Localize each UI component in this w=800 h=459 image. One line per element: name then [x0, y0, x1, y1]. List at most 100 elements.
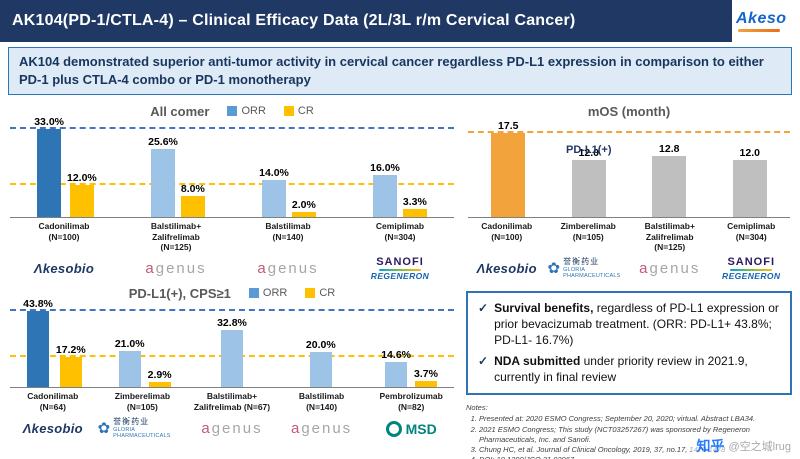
logo-cell: ✿ 誉衡药业 GLORIA PHARMACEUTICALS: [98, 415, 188, 443]
cr-bar: [180, 196, 205, 218]
category-labels: Cadonilimab (N=100) Zimberelimab (N=105) B…: [466, 221, 792, 252]
bar-column: 8.0%: [180, 183, 205, 218]
bar-value-label: 14.0%: [259, 167, 289, 180]
orr-bar: [262, 180, 286, 218]
key-point-rest: regardless of PD-L1 expression or prior …: [494, 301, 779, 347]
category-label: Balstilimab (N=140): [298, 391, 345, 412]
summary-and-notes: ✓ Survival benefits, regardless of PD-L1…: [466, 281, 792, 459]
cr-bar: [291, 212, 316, 218]
bar-value-label: 2.9%: [147, 369, 172, 382]
logo-cell: ✿ 誉衡药业 GLORIA PHARMACEUTICALS: [548, 255, 630, 283]
bar-value-label: 20.0%: [305, 339, 336, 352]
notes-list: Presented at: 2020 ESMO Congress; Septem…: [466, 414, 792, 459]
notes-section: Notes: Presented at: 2020 ESMO Congress;…: [466, 403, 792, 459]
chart-title: mOS (month): [587, 103, 671, 119]
key-point-rest: under priority review in 2021.9, current…: [494, 354, 748, 384]
logo-row: Λkesobio ✿ 誉衡药业 GLORIA PHARMACEUTICALS agenu…: [466, 255, 792, 283]
legend-swatch: [248, 288, 259, 299]
msd-ring-icon: [385, 420, 402, 437]
bar-group: 43.8% 17.2%: [10, 298, 99, 388]
logo-cell: Λkesobio: [8, 255, 120, 283]
regeneron-arc-icon: [378, 269, 421, 272]
key-point-bold: NDA submitted: [494, 354, 581, 369]
key-point: ✓ Survival benefits, regardless of PD-L1…: [478, 301, 780, 348]
bar-column: 2.0%: [291, 199, 316, 218]
agenus-logo: agenus: [290, 420, 353, 438]
gloria-pharma-logo: ✿ 誉衡药业 GLORIA PHARMACEUTICALS: [547, 257, 621, 280]
notes-title: Notes:: [466, 403, 488, 413]
orr-bar: [118, 350, 141, 388]
bar-group: 14.6% 3.7%: [365, 349, 454, 388]
category-label: Balstilimab (N=140): [265, 221, 311, 242]
category-label: Zimberelimab (N=105): [114, 391, 171, 412]
cr-bar: [69, 185, 94, 218]
bar-value-label: 17.2%: [55, 344, 86, 357]
bar-group: 21.0% 2.9%: [99, 338, 188, 388]
category-label: Balstilimab+ Zalifrelimab (N=67): [193, 391, 271, 412]
mos-bar: [491, 133, 526, 218]
watermark: 知乎 @空之城lrug: [691, 435, 796, 457]
bar-column: 20.0%: [305, 339, 336, 388]
regeneron-arc-icon: [730, 269, 773, 272]
bar-column: 12.0: [571, 146, 606, 218]
bar-value-label: 12.0: [578, 146, 599, 159]
msd-logo: MSD: [385, 420, 437, 437]
watermark-handle: @空之城lrug: [728, 441, 791, 453]
category-label: Zimberelimab (N=105): [560, 221, 616, 242]
reference-line: [468, 131, 790, 134]
bar-group: 32.8%: [188, 317, 277, 388]
cr-bar: [59, 357, 82, 388]
note-item: Presented at: 2020 ESMO Congress; Septem…: [479, 414, 792, 424]
orr-bar: [220, 329, 243, 388]
bar-value-label: 14.6%: [381, 348, 411, 361]
logo-cell: SANOFI REGENERON: [711, 255, 793, 283]
annotation-label: PD-L1(+): [565, 144, 612, 157]
category-label: Balstilimab+ Zalifrelimab (N=125): [150, 221, 202, 252]
reference-line: [10, 308, 454, 311]
bar-column: 25.6%: [148, 136, 178, 218]
akeso-logo-text: Akeso: [736, 10, 787, 27]
logo-row: Λkesobio ✿ 誉衡药业 GLORIA PHARMACEUTICALS agenu…: [8, 415, 456, 443]
bar-value-label: 2.0%: [291, 199, 316, 212]
bar-column: 17.5: [491, 120, 526, 218]
cr-bar: [414, 380, 437, 388]
category-label: Cemiplimab (N=304): [727, 221, 776, 242]
logo-cell: SANOFI REGENERON: [344, 255, 456, 283]
bar-column: 17.2%: [55, 344, 86, 388]
bar-column: 12.0%: [67, 172, 97, 218]
sanofi-regeneron-logo: SANOFI REGENERON: [370, 255, 430, 282]
bar-column: 3.3%: [402, 196, 427, 218]
akesobio-logo: Λkesobio: [476, 261, 537, 277]
bar-value-label: 3.7%: [414, 367, 438, 380]
category-labels: Cadonilimab (N=64) Zimberelimab (N=105) Ba…: [8, 391, 456, 411]
legend-item: ORR: [248, 287, 287, 299]
reference-line: [10, 183, 454, 186]
category-label: Cemiplimab (N=304): [375, 221, 425, 242]
category-label: Cadonilimab (N=100): [481, 221, 533, 242]
bar-value-label: 17.5: [498, 120, 519, 133]
bar-groups: 33.0% 12.0% 25.6% 8.0% 14.0% 2.0% 16.0% 3.3%: [10, 116, 454, 218]
bar-column: 32.8%: [217, 317, 247, 388]
bar-group: 14.0% 2.0%: [232, 167, 343, 218]
bar-group: 25.6% 8.0%: [121, 136, 232, 218]
akesobio-logo: Λkesobio: [22, 421, 83, 437]
agenus-logo: agenus: [201, 420, 263, 438]
legend-item: ORR: [227, 105, 266, 117]
legend-swatch: [227, 106, 238, 117]
key-point: ✓ NDA submitted under priority review in…: [478, 354, 780, 385]
bar-group: 12.8: [629, 143, 710, 218]
bar-value-label: 12.0: [739, 146, 760, 159]
gloria-pharma-logo: ✿ 誉衡药业 GLORIA PHARMACEUTICALS: [97, 417, 171, 440]
orr-bar: [385, 361, 408, 388]
reference-line: [10, 127, 454, 130]
legend-swatch: [305, 288, 316, 299]
akesobio-logo: Λkesobio: [33, 261, 95, 277]
note-item: Chung HC, et al. Journal of Clinical Onc…: [479, 445, 792, 455]
gloria-flower-icon: ✿: [547, 260, 561, 278]
plot-area: 17.5 12.0 12.8 12.0 PD-L1(+): [468, 120, 790, 219]
logo-cell: agenus: [277, 415, 367, 443]
logo-cell: MSD: [366, 415, 456, 443]
bar-group: 33.0% 12.0%: [10, 116, 121, 218]
legend-item: CR: [283, 105, 314, 117]
